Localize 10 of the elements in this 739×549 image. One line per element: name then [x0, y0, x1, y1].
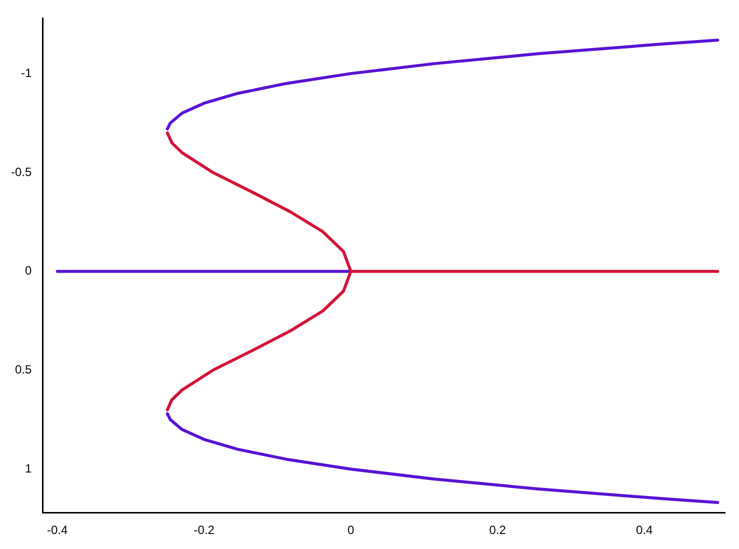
y-tick-label: 0.5 — [14, 362, 32, 377]
x-tick-label: -0.4 — [47, 523, 68, 538]
x-tick-label: 0.2 — [489, 523, 506, 538]
x-tick-label: 0 — [347, 523, 354, 538]
y-tick-label: 1 — [24, 461, 32, 476]
x-tick-label: 0.4 — [636, 523, 653, 538]
y-tick-label: -1 — [21, 66, 32, 80]
y-tick-label: 0 — [24, 264, 32, 278]
y-tick-label: -0.5 — [10, 164, 32, 179]
x-tick-label: -0.2 — [194, 523, 215, 538]
